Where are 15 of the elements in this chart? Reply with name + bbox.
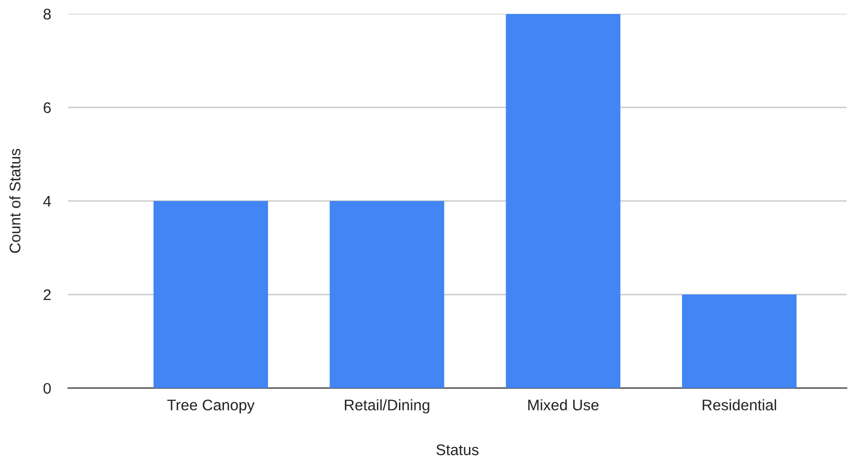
bar <box>154 200 268 388</box>
bar <box>506 14 620 388</box>
y-tick-label: 0 <box>44 382 51 394</box>
y-tick-label: 8 <box>44 8 51 20</box>
y-tick-label: 6 <box>44 102 51 114</box>
x-tick-label: Mixed Use <box>528 399 599 410</box>
y-axis-title: Count of Status <box>9 148 20 253</box>
x-tick-label: Residential <box>702 399 776 410</box>
bar <box>682 294 797 388</box>
x-tick-label: Retail/Dining <box>344 399 430 414</box>
y-tick-label: 4 <box>43 196 51 207</box>
x-axis-title: Status <box>436 444 479 456</box>
y-tick-label: 2 <box>44 289 51 300</box>
x-tick-label: Tree Canopy <box>167 400 255 414</box>
bar <box>330 200 444 388</box>
